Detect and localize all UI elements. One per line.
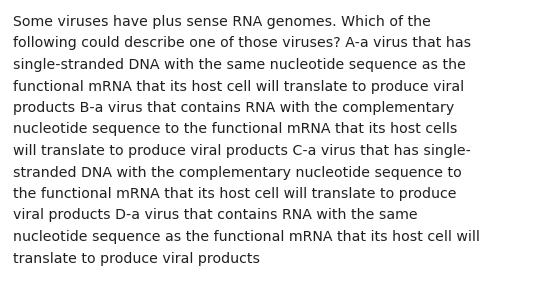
Text: nucleotide sequence as the functional mRNA that its host cell will: nucleotide sequence as the functional mR… xyxy=(13,230,480,244)
Text: Some viruses have plus sense RNA genomes. Which of the: Some viruses have plus sense RNA genomes… xyxy=(13,15,431,29)
Text: stranded DNA with the complementary nucleotide sequence to: stranded DNA with the complementary nucl… xyxy=(13,166,462,180)
Text: the functional mRNA that its host cell will translate to produce: the functional mRNA that its host cell w… xyxy=(13,187,456,201)
Text: viral products D-a virus that contains RNA with the same: viral products D-a virus that contains R… xyxy=(13,209,417,222)
Text: following could describe one of those viruses? A-a virus that has: following could describe one of those vi… xyxy=(13,37,471,50)
Text: products B-a virus that contains RNA with the complementary: products B-a virus that contains RNA wit… xyxy=(13,101,454,115)
Text: will translate to produce viral products C-a virus that has single-: will translate to produce viral products… xyxy=(13,144,471,158)
Text: single-stranded DNA with the same nucleotide sequence as the: single-stranded DNA with the same nucleo… xyxy=(13,58,466,72)
Text: nucleotide sequence to the functional mRNA that its host cells: nucleotide sequence to the functional mR… xyxy=(13,122,458,137)
Text: translate to produce viral products: translate to produce viral products xyxy=(13,251,260,265)
Text: functional mRNA that its host cell will translate to produce viral: functional mRNA that its host cell will … xyxy=(13,79,464,93)
